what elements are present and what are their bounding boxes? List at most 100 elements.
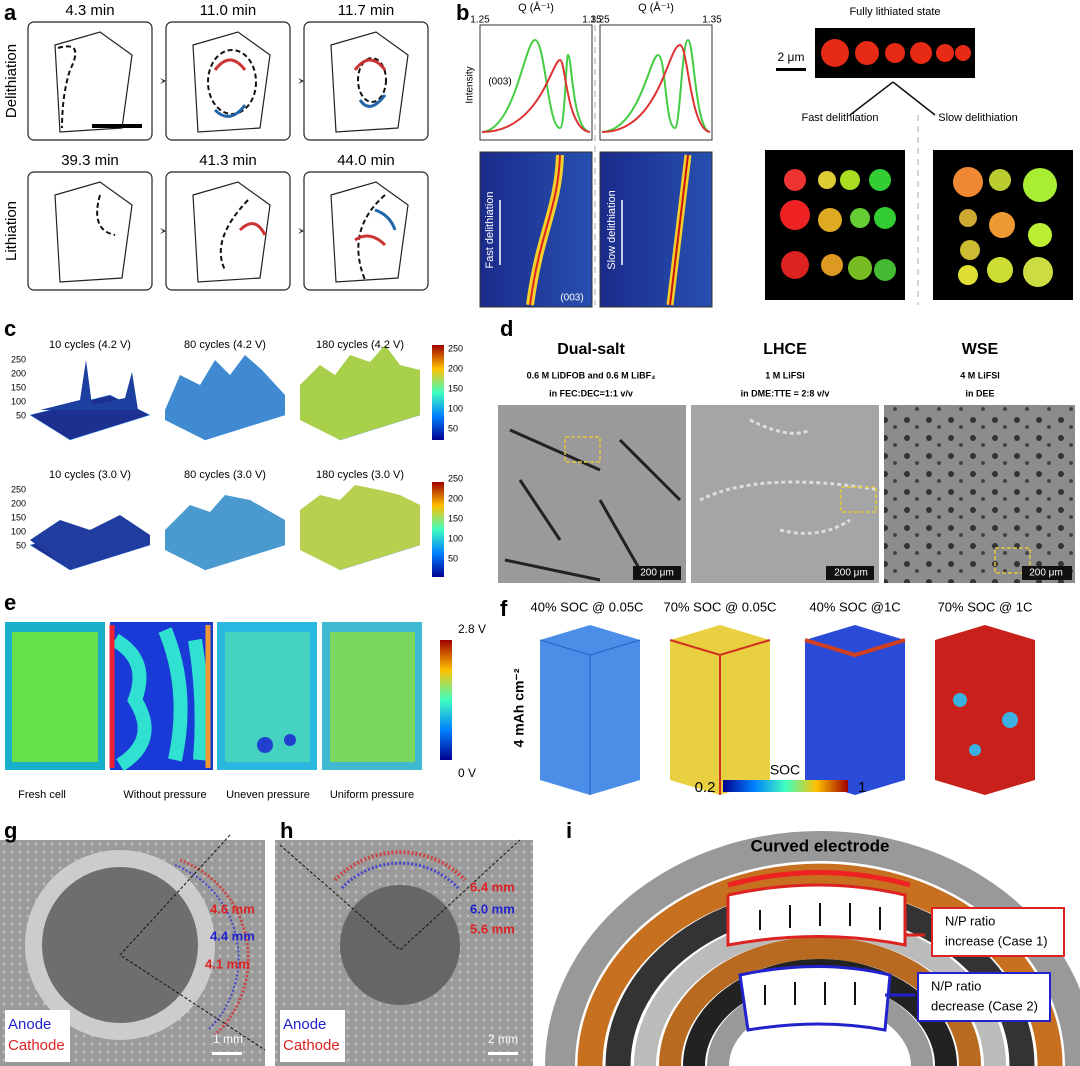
particle-image (821, 39, 971, 67)
particle-image (989, 212, 1015, 238)
phase-boundary (57, 45, 77, 129)
legend-entry: Anode (283, 1016, 326, 1033)
tick-label: 50 (16, 410, 26, 420)
case-label: decrease (Case 2) (931, 998, 1038, 1013)
particle-image (818, 171, 836, 189)
soc-cube (953, 693, 967, 707)
electrolyte-name: LHCE (763, 341, 807, 358)
radius-label: 5.6 mm (470, 921, 515, 936)
potential-map (440, 640, 452, 760)
tick-label: 200 (448, 363, 463, 373)
caption: Uneven pressure (226, 789, 310, 801)
particle-image (850, 208, 870, 228)
panel-label: a (4, 0, 17, 25)
plot-title: 40% SOC @1C (809, 599, 900, 614)
electrolyte-solvent: in DME:TTE = 2:8 v/v (741, 388, 830, 398)
ct-image (42, 867, 198, 1023)
electrolyte-salt: 1 M LiFSI (765, 370, 805, 380)
strain-map (374, 208, 397, 231)
radius-label: 6.4 mm (470, 879, 515, 894)
sem-image (699, 418, 881, 535)
ct-image (333, 850, 467, 882)
axis-title: Q (Å⁻¹) (518, 1, 554, 14)
ct-image (179, 858, 250, 1037)
spectrum-plot (599, 151, 713, 308)
electrode-diagram (726, 883, 907, 947)
soc-cube (539, 625, 1035, 795)
soc-cube (935, 625, 1035, 795)
tick-label: 100 (11, 396, 26, 406)
electrode-diagram (727, 870, 911, 888)
tick-label: 150 (11, 512, 26, 522)
particle-image (848, 256, 872, 280)
time-label: 39.3 min (61, 152, 119, 169)
particle-image (776, 68, 806, 71)
soc-cube (539, 639, 641, 795)
electrolyte-solvent: in FEC:DEC=1:1 v/v (549, 388, 633, 398)
surface-plot (165, 495, 285, 570)
panel-a-images (54, 181, 133, 283)
panel-a-images (330, 31, 409, 133)
potential-map (284, 734, 296, 746)
tick-label: 200 (448, 493, 463, 503)
arrow (293, 228, 304, 234)
tick-label: 1.35 (702, 15, 722, 26)
soc-cube (969, 744, 981, 756)
tick-label: 250 (448, 473, 463, 483)
sem-image (633, 566, 681, 580)
phase-boundary (207, 49, 257, 115)
soc-cube (669, 639, 771, 795)
surface-plot (432, 345, 444, 440)
particle-image (959, 209, 977, 227)
particle-image (781, 251, 809, 279)
surface-plot (30, 515, 150, 570)
electrolyte-salt: 4 M LiFSI (960, 370, 1000, 380)
particle-image (960, 240, 980, 260)
electrode-diagram (545, 831, 1080, 1066)
soc-cube (1002, 712, 1018, 728)
strain-map (358, 94, 387, 108)
spectrum-plot (481, 58, 591, 133)
colorbar-label: 2.8 V (458, 622, 486, 636)
surface-plot (40, 360, 138, 410)
electrode-diagram (759, 903, 881, 1005)
tick-label: 250 (11, 354, 26, 364)
tick-label: 200 (11, 368, 26, 378)
plot-title: 70% SOC @ 0.05C (664, 599, 777, 614)
panel-label: f (500, 596, 508, 621)
particle-image (958, 265, 978, 285)
colorbar-title: SOC (770, 762, 800, 778)
particle-image (849, 81, 936, 116)
plot-title: 80 cycles (3.0 V) (184, 469, 266, 481)
ct-image (5, 1010, 70, 1062)
plot-label: Fast delithiation (484, 191, 496, 268)
ct-image (119, 834, 266, 1051)
plot-title: 40% SOC @ 0.05C (531, 599, 644, 614)
tick-label: 1.25 (470, 15, 490, 26)
potential-map (5, 622, 452, 771)
legend-entry: Cathode (8, 1037, 65, 1054)
particle-image (874, 259, 896, 281)
caption: Fresh cell (18, 789, 66, 801)
scale-bar (92, 124, 142, 128)
spectrum-plot (481, 38, 591, 133)
radius-label: 4.4 mm (210, 928, 255, 943)
radius-label: 4.1 mm (205, 956, 250, 971)
surface-plot (432, 482, 444, 577)
case-label: N/P ratio (945, 913, 995, 928)
surface-plot (300, 345, 420, 440)
potential-map (12, 632, 98, 762)
arrow (155, 78, 304, 234)
arrow (293, 78, 304, 84)
particle-image (784, 169, 806, 191)
plot-title: 70% SOC @ 1C (938, 599, 1033, 614)
particle-image (953, 167, 1057, 287)
scale-label: 2 mm (488, 1032, 518, 1046)
particle-image (910, 42, 932, 64)
axis-title: Q (Å⁻¹) (638, 1, 674, 14)
case-label: increase (Case 1) (945, 933, 1048, 948)
panel-label: c (4, 316, 16, 341)
electrolyte-name: Dual-salt (557, 341, 625, 358)
strain-map (213, 104, 247, 118)
particle-image (955, 45, 971, 61)
